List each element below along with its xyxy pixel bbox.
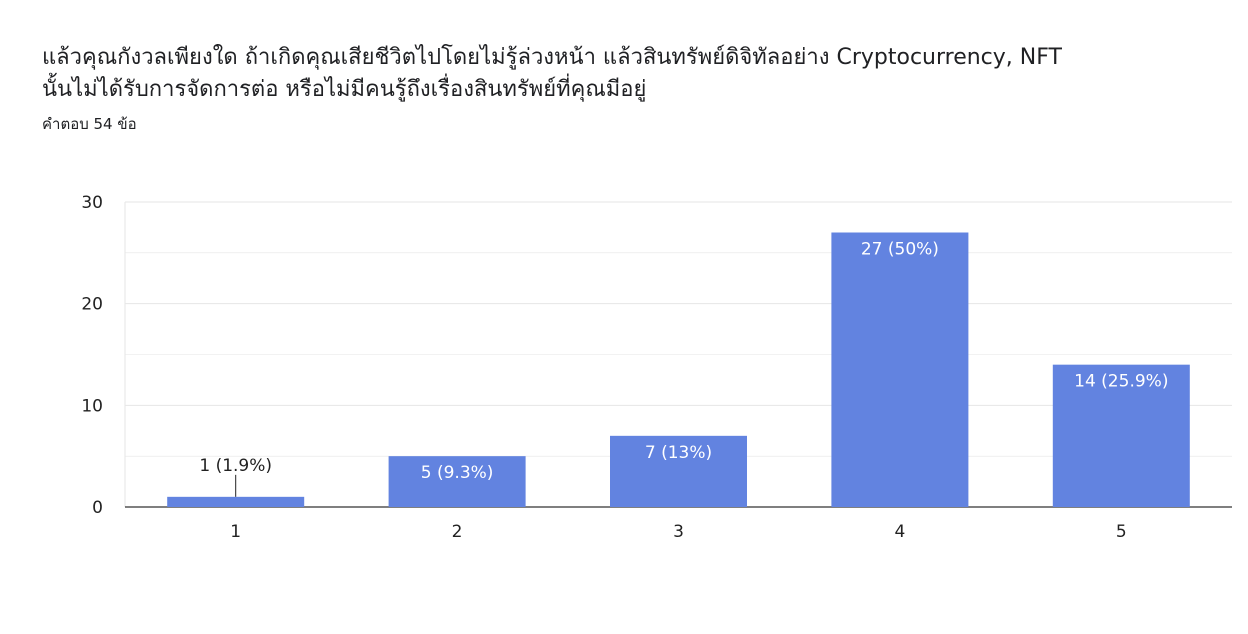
x-tick-label: 2 xyxy=(452,522,463,542)
data-label: 5 (9.3%) xyxy=(421,463,494,483)
y-tick-label: 20 xyxy=(81,295,103,315)
response-count: คำตอบ 54 ข้อ xyxy=(42,115,137,133)
chart-header: แล้วคุณกังวลเพียงใด ถ้าเกิดคุณเสียชีวิตไ… xyxy=(42,42,1232,136)
y-tick-label: 0 xyxy=(92,498,103,518)
data-label: 7 (13%) xyxy=(645,443,712,463)
y-tick-label: 10 xyxy=(81,396,103,416)
y-tick-label: 30 xyxy=(81,193,103,213)
x-tick-label: 4 xyxy=(894,522,905,542)
data-label: 14 (25.9%) xyxy=(1074,372,1168,392)
x-tick-label: 3 xyxy=(673,522,684,542)
x-tick-label: 5 xyxy=(1116,522,1127,542)
data-label: 1 (1.9%) xyxy=(199,456,272,476)
bar-4 xyxy=(831,232,969,507)
bar-3 xyxy=(610,435,747,507)
data-label: 27 (50%) xyxy=(861,240,939,260)
question-title-line2: นั้นไม่ได้รับการจัดการต่อ หรือไม่มีคนรู้… xyxy=(42,77,647,102)
question-title: แล้วคุณกังวลเพียงใด ถ้าเกิดคุณเสียชีวิตไ… xyxy=(42,42,1232,106)
bar-2 xyxy=(388,456,526,507)
bar-1 xyxy=(167,496,305,507)
x-tick-label: 1 xyxy=(230,522,241,542)
bar-5 xyxy=(1052,364,1190,507)
question-title-line1: แล้วคุณกังวลเพียงใด ถ้าเกิดคุณเสียชีวิตไ… xyxy=(42,45,1062,70)
